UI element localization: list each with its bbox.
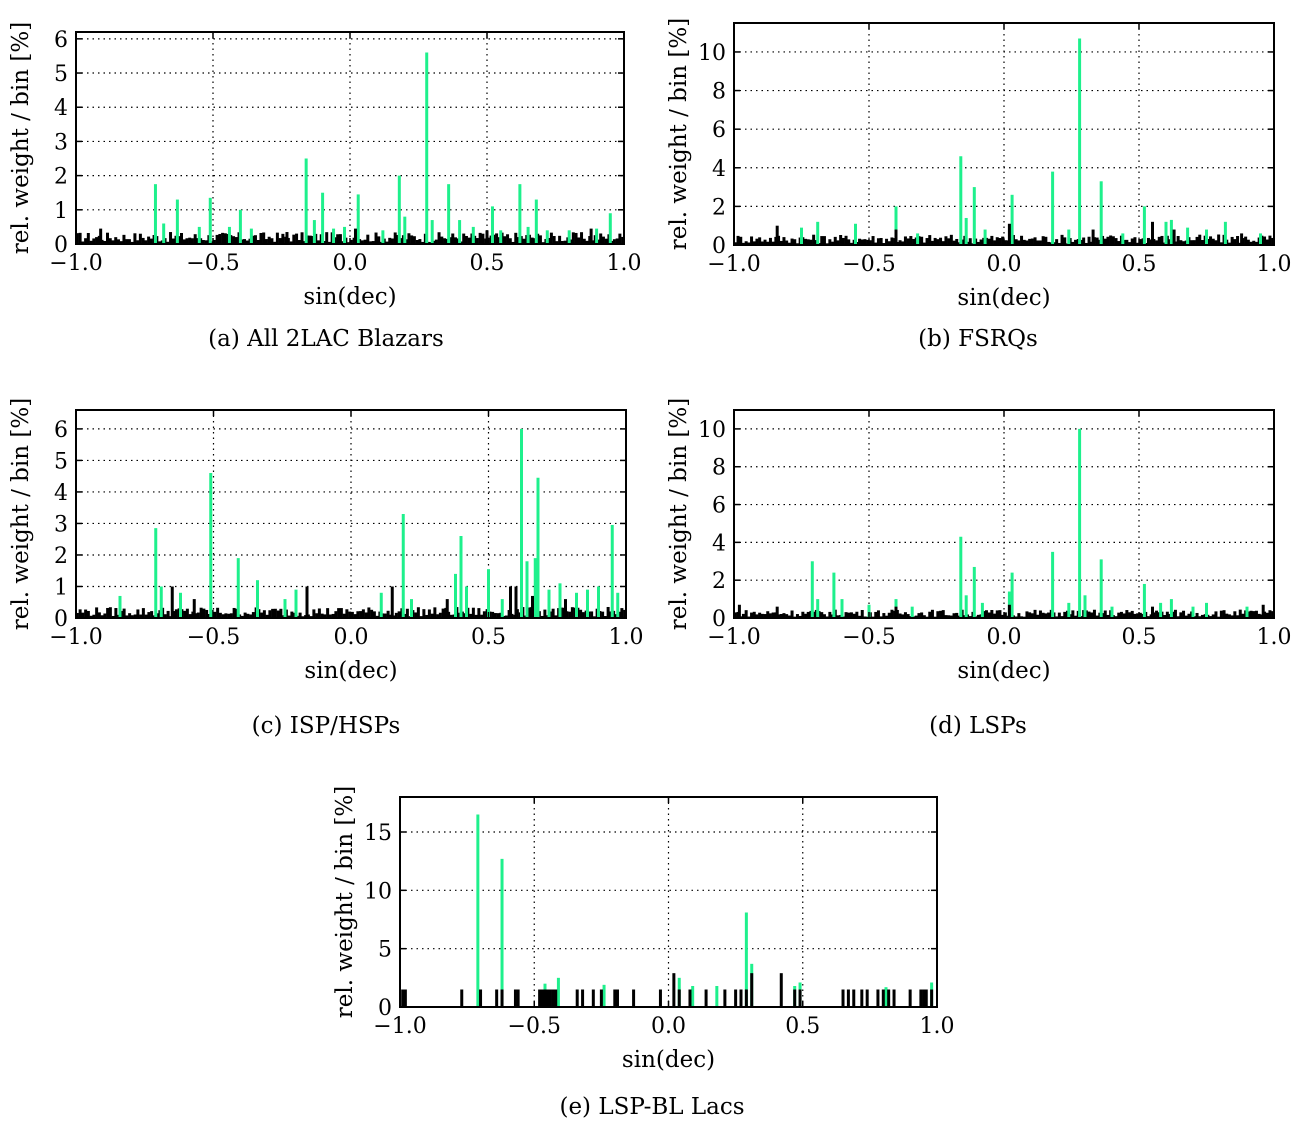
y-tick-label: 2 [712, 569, 726, 594]
y-axis-label: rel. weight / bin [%] [8, 22, 34, 254]
x-tick-label: −0.5 [842, 252, 895, 277]
y-tick-label: 5 [54, 449, 68, 474]
x-tick-label: −0.5 [842, 625, 895, 650]
chart-panel-a: −1.0 −0.5 0.0 0.5 1.0 0 1 2 3 4 5 6 sin(dec) rel. wei… [0, 10, 652, 370]
x-axis-label: sin(dec) [957, 285, 1050, 311]
x-tick-label: 0.0 [987, 625, 1022, 650]
x-tick-label: 0.5 [471, 625, 506, 650]
x-axis-label: sin(dec) [303, 284, 396, 310]
y-tick-label: 0 [378, 996, 392, 1021]
y-tick-label: 3 [54, 512, 68, 537]
x-tick-label: 1.0 [609, 625, 644, 650]
y-tick-label: 8 [712, 456, 726, 481]
y-tick-label: 0 [712, 607, 726, 632]
y-tick-label: 2 [712, 195, 726, 220]
y-tick-label: 15 [364, 821, 392, 846]
x-tick-label: 0.5 [785, 1014, 820, 1039]
y-tick-label: 8 [712, 80, 726, 105]
chart-panel-b: −1.0 −0.5 0.0 0.5 1.0 0 2 4 6 8 10 sin(dec) rel. wei… [652, 10, 1304, 370]
chart-c-caption: (c) ISP/HSPs [0, 713, 652, 739]
x-tick-label: 0.5 [1122, 252, 1157, 277]
y-tick-label: 6 [712, 118, 726, 143]
y-tick-label: 3 [54, 130, 68, 155]
y-tick-label: 6 [54, 418, 68, 443]
x-axis-label: sin(dec) [622, 1047, 715, 1073]
x-tick-label: −0.5 [508, 1014, 561, 1039]
x-tick-label: 1.0 [1257, 625, 1292, 650]
x-axis-label: sin(dec) [957, 658, 1050, 684]
y-tick-label: 1 [54, 575, 68, 600]
x-tick-label: 1.0 [607, 251, 642, 276]
x-tick-label: 1.0 [1257, 252, 1292, 277]
y-tick-label: 1 [54, 199, 68, 224]
x-tick-label: 0.5 [1122, 625, 1157, 650]
y-tick-label: 5 [54, 62, 68, 87]
y-axis-label: rel. weight / bin [%] [666, 398, 692, 630]
chart-e-caption: (e) LSP-BL Lacs [326, 1094, 978, 1120]
y-tick-label: 10 [698, 41, 726, 66]
y-axis-label: rel. weight / bin [%] [332, 786, 358, 1018]
y-tick-label: 10 [698, 418, 726, 443]
x-tick-label: −0.5 [187, 625, 240, 650]
x-tick-label: 0.5 [470, 251, 505, 276]
y-tick-label: 0 [54, 607, 68, 632]
y-tick-label: 2 [54, 544, 68, 569]
x-tick-label: 0.0 [987, 252, 1022, 277]
y-tick-label: 4 [712, 531, 726, 556]
y-tick-label: 4 [54, 481, 68, 506]
chart-d-caption: (d) LSPs [652, 713, 1304, 739]
x-axis-label: sin(dec) [304, 658, 397, 684]
chart-panel-c: −1.0 −0.5 0.0 0.5 1.0 0 1 2 3 4 5 6 sin(dec) rel. wei… [0, 397, 652, 757]
chart-b-caption: (b) FSRQs [652, 326, 1304, 352]
y-tick-label: 6 [54, 28, 68, 53]
x-tick-label: 0.0 [651, 1014, 686, 1039]
y-tick-label: 4 [54, 96, 68, 121]
x-tick-label: 1.0 [920, 1014, 955, 1039]
x-tick-label: 0.0 [334, 625, 369, 650]
x-tick-label: 0.0 [333, 251, 368, 276]
y-tick-label: 6 [712, 494, 726, 519]
y-tick-label: 0 [54, 233, 68, 258]
y-tick-label: 10 [364, 879, 392, 904]
chart-panel-e: −1.0 −0.5 0.0 0.5 1.0 0 5 10 15 sin(dec) rel. weig… [326, 786, 978, 1126]
chart-a-caption: (a) All 2LAC Blazars [0, 326, 652, 352]
y-axis-label: rel. weight / bin [%] [666, 18, 692, 250]
y-tick-label: 0 [712, 234, 726, 259]
y-tick-label: 5 [378, 938, 392, 963]
chart-panel-d: −1.0 −0.5 0.0 0.5 1.0 0 2 4 6 8 10 sin(dec) rel. wei… [652, 397, 1304, 757]
x-tick-label: −0.5 [186, 251, 239, 276]
y-axis-label: rel. weight / bin [%] [8, 398, 34, 630]
y-tick-label: 4 [712, 157, 726, 182]
y-tick-label: 2 [54, 165, 68, 190]
